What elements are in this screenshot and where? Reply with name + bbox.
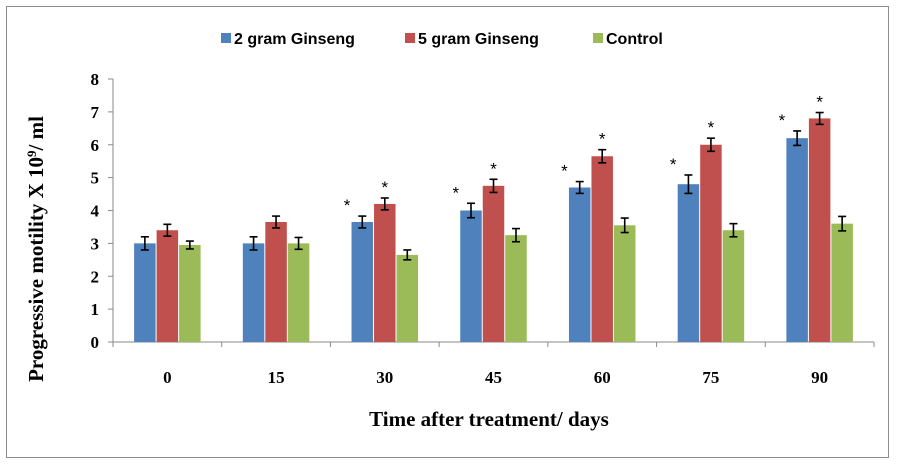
x-tick-label: 30: [376, 368, 393, 387]
y-tick-label: 1: [91, 300, 100, 319]
significance-marker: *: [490, 159, 497, 178]
x-tick-label: 15: [268, 368, 285, 387]
legend-label: 2 gram Ginseng: [234, 31, 355, 48]
x-tick-label: 0: [163, 368, 172, 387]
y-tick-label: 7: [91, 103, 100, 122]
bar-2-gram-ginseng-0: [134, 243, 156, 342]
bar-5-gram-ginseng-30: [374, 203, 396, 342]
legend-label: Control: [606, 31, 663, 48]
legend-item: 2 gram Ginseng: [221, 31, 355, 48]
significance-marker: *: [561, 162, 568, 181]
legend: 2 gram Ginseng 5 gram Ginseng Control: [221, 31, 663, 48]
legend-swatch: [221, 33, 231, 43]
significance-marker: *: [816, 93, 823, 112]
bar-5-gram-ginseng-75: [700, 144, 722, 342]
significance-marker: *: [452, 183, 459, 202]
bar-control-45: [505, 235, 527, 342]
bar-2-gram-ginseng-90: [786, 138, 808, 342]
significance-marker: *: [708, 118, 715, 137]
significance-marker: *: [381, 178, 388, 197]
bar-chart: 2 gram Ginseng 5 gram Ginseng Control 0 1 2 3…: [24, 31, 875, 431]
legend-item: 5 gram Ginseng: [405, 31, 539, 48]
y-axis-title-unit: / ml: [24, 116, 48, 152]
bar-5-gram-ginseng-15: [265, 222, 287, 342]
bar-5-gram-ginseng-0: [156, 230, 179, 342]
y-tick-label: 5: [91, 169, 100, 188]
bar-5-gram-ginseng-60: [591, 156, 613, 342]
bar-5-gram-ginseng-45: [482, 185, 505, 342]
bar-control-15: [287, 243, 310, 342]
significance-marker: *: [670, 155, 677, 174]
significance-marker: *: [599, 130, 606, 149]
bar-2-gram-ginseng-15: [242, 243, 265, 342]
chart-frame: 2 gram Ginseng 5 gram Ginseng Control 0 1 2 3…: [6, 6, 889, 458]
x-tick-label: 75: [702, 368, 719, 387]
bar-control-30: [396, 254, 419, 342]
y-tick-label: 3: [91, 234, 100, 253]
legend-swatch: [593, 33, 603, 43]
bar-2-gram-ginseng-30: [351, 222, 374, 342]
bar-2-gram-ginseng-45: [460, 210, 482, 342]
legend-item: Control: [593, 31, 663, 48]
y-axis-title-main: Progressive motility X 10: [24, 157, 48, 382]
y-axis-title: Progressive motility X 109/ ml: [24, 116, 48, 382]
bar-2-gram-ginseng-60: [568, 187, 591, 342]
bar-control-90: [831, 223, 853, 342]
y-tick-label: 2: [91, 267, 100, 286]
y-tick-label: 8: [91, 70, 100, 89]
y-tick-label: 6: [91, 136, 100, 155]
y-tick-label: 4: [91, 202, 100, 221]
x-tick-label: 90: [811, 368, 828, 387]
legend-label: 5 gram Ginseng: [418, 31, 539, 48]
x-axis-title: Time after treatment/ days: [369, 407, 609, 431]
bar-5-gram-ginseng-90: [808, 118, 831, 342]
x-tick-label: 45: [485, 368, 502, 387]
bar-control-0: [179, 245, 201, 342]
legend-swatch: [405, 33, 415, 43]
significance-marker: *: [779, 111, 786, 130]
bar-control-60: [613, 225, 636, 342]
x-tick-label: 60: [594, 368, 611, 387]
bar-control-75: [722, 230, 745, 342]
y-axis-title-exponent: 9: [24, 150, 39, 157]
significance-marker: *: [344, 196, 351, 215]
bar-2-gram-ginseng-75: [677, 184, 700, 342]
y-tick-label: 0: [91, 333, 100, 352]
